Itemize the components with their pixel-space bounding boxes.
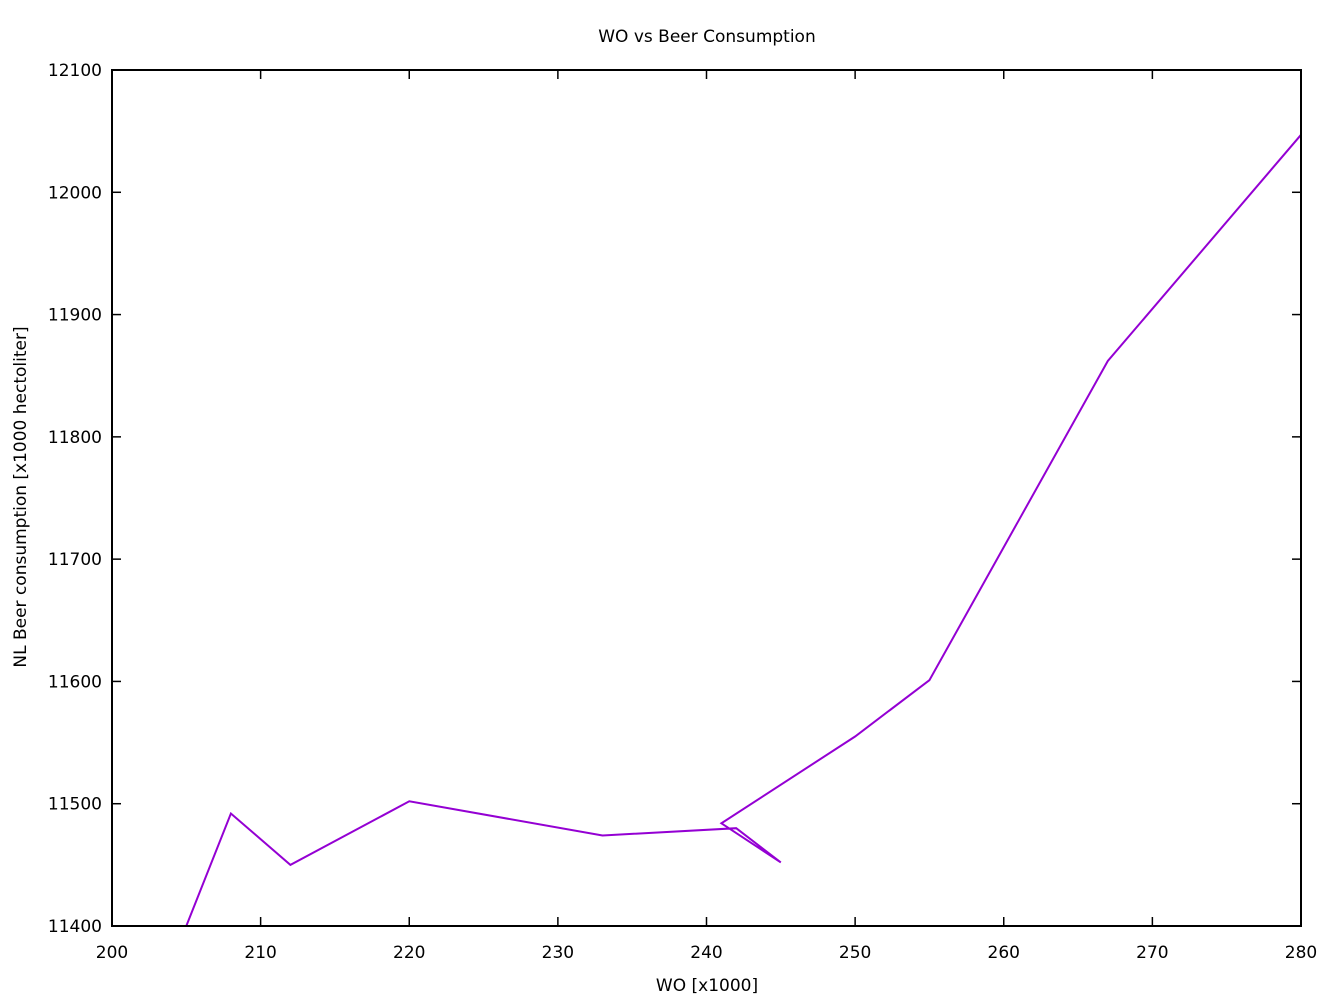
y-tick-label: 11900 <box>48 306 102 326</box>
y-tick-label: 11400 <box>48 917 102 937</box>
y-axis-title: NL Beer consumption [x1000 hectoliter] <box>11 326 31 667</box>
x-tick-label: 280 <box>1285 943 1317 963</box>
plot-frame <box>112 70 1301 926</box>
y-tick-label: 11700 <box>48 550 102 570</box>
chart-title: WO vs Beer Consumption <box>598 27 815 47</box>
y-tick-label: 12000 <box>48 183 102 203</box>
x-tick-label: 230 <box>542 943 574 963</box>
x-axis-title: WO [x1000] <box>656 976 758 996</box>
y-tick-label: 11600 <box>48 672 102 692</box>
x-tick-label: 270 <box>1136 943 1168 963</box>
x-tick-label: 210 <box>244 943 276 963</box>
series-line <box>186 135 1301 926</box>
x-tick-label: 260 <box>988 943 1020 963</box>
y-tick-label: 12100 <box>48 61 102 81</box>
x-tick-label: 250 <box>839 943 871 963</box>
axes: 200 210 220 230 240 250 260 270 280 11400 11500 116… <box>48 61 1317 963</box>
y-tick-label: 11500 <box>48 795 102 815</box>
y-tick-label: 11800 <box>48 428 102 448</box>
x-tick-label: 220 <box>393 943 425 963</box>
series-layer <box>186 135 1301 926</box>
x-tick-label: 200 <box>96 943 128 963</box>
x-tick-label: 240 <box>690 943 722 963</box>
